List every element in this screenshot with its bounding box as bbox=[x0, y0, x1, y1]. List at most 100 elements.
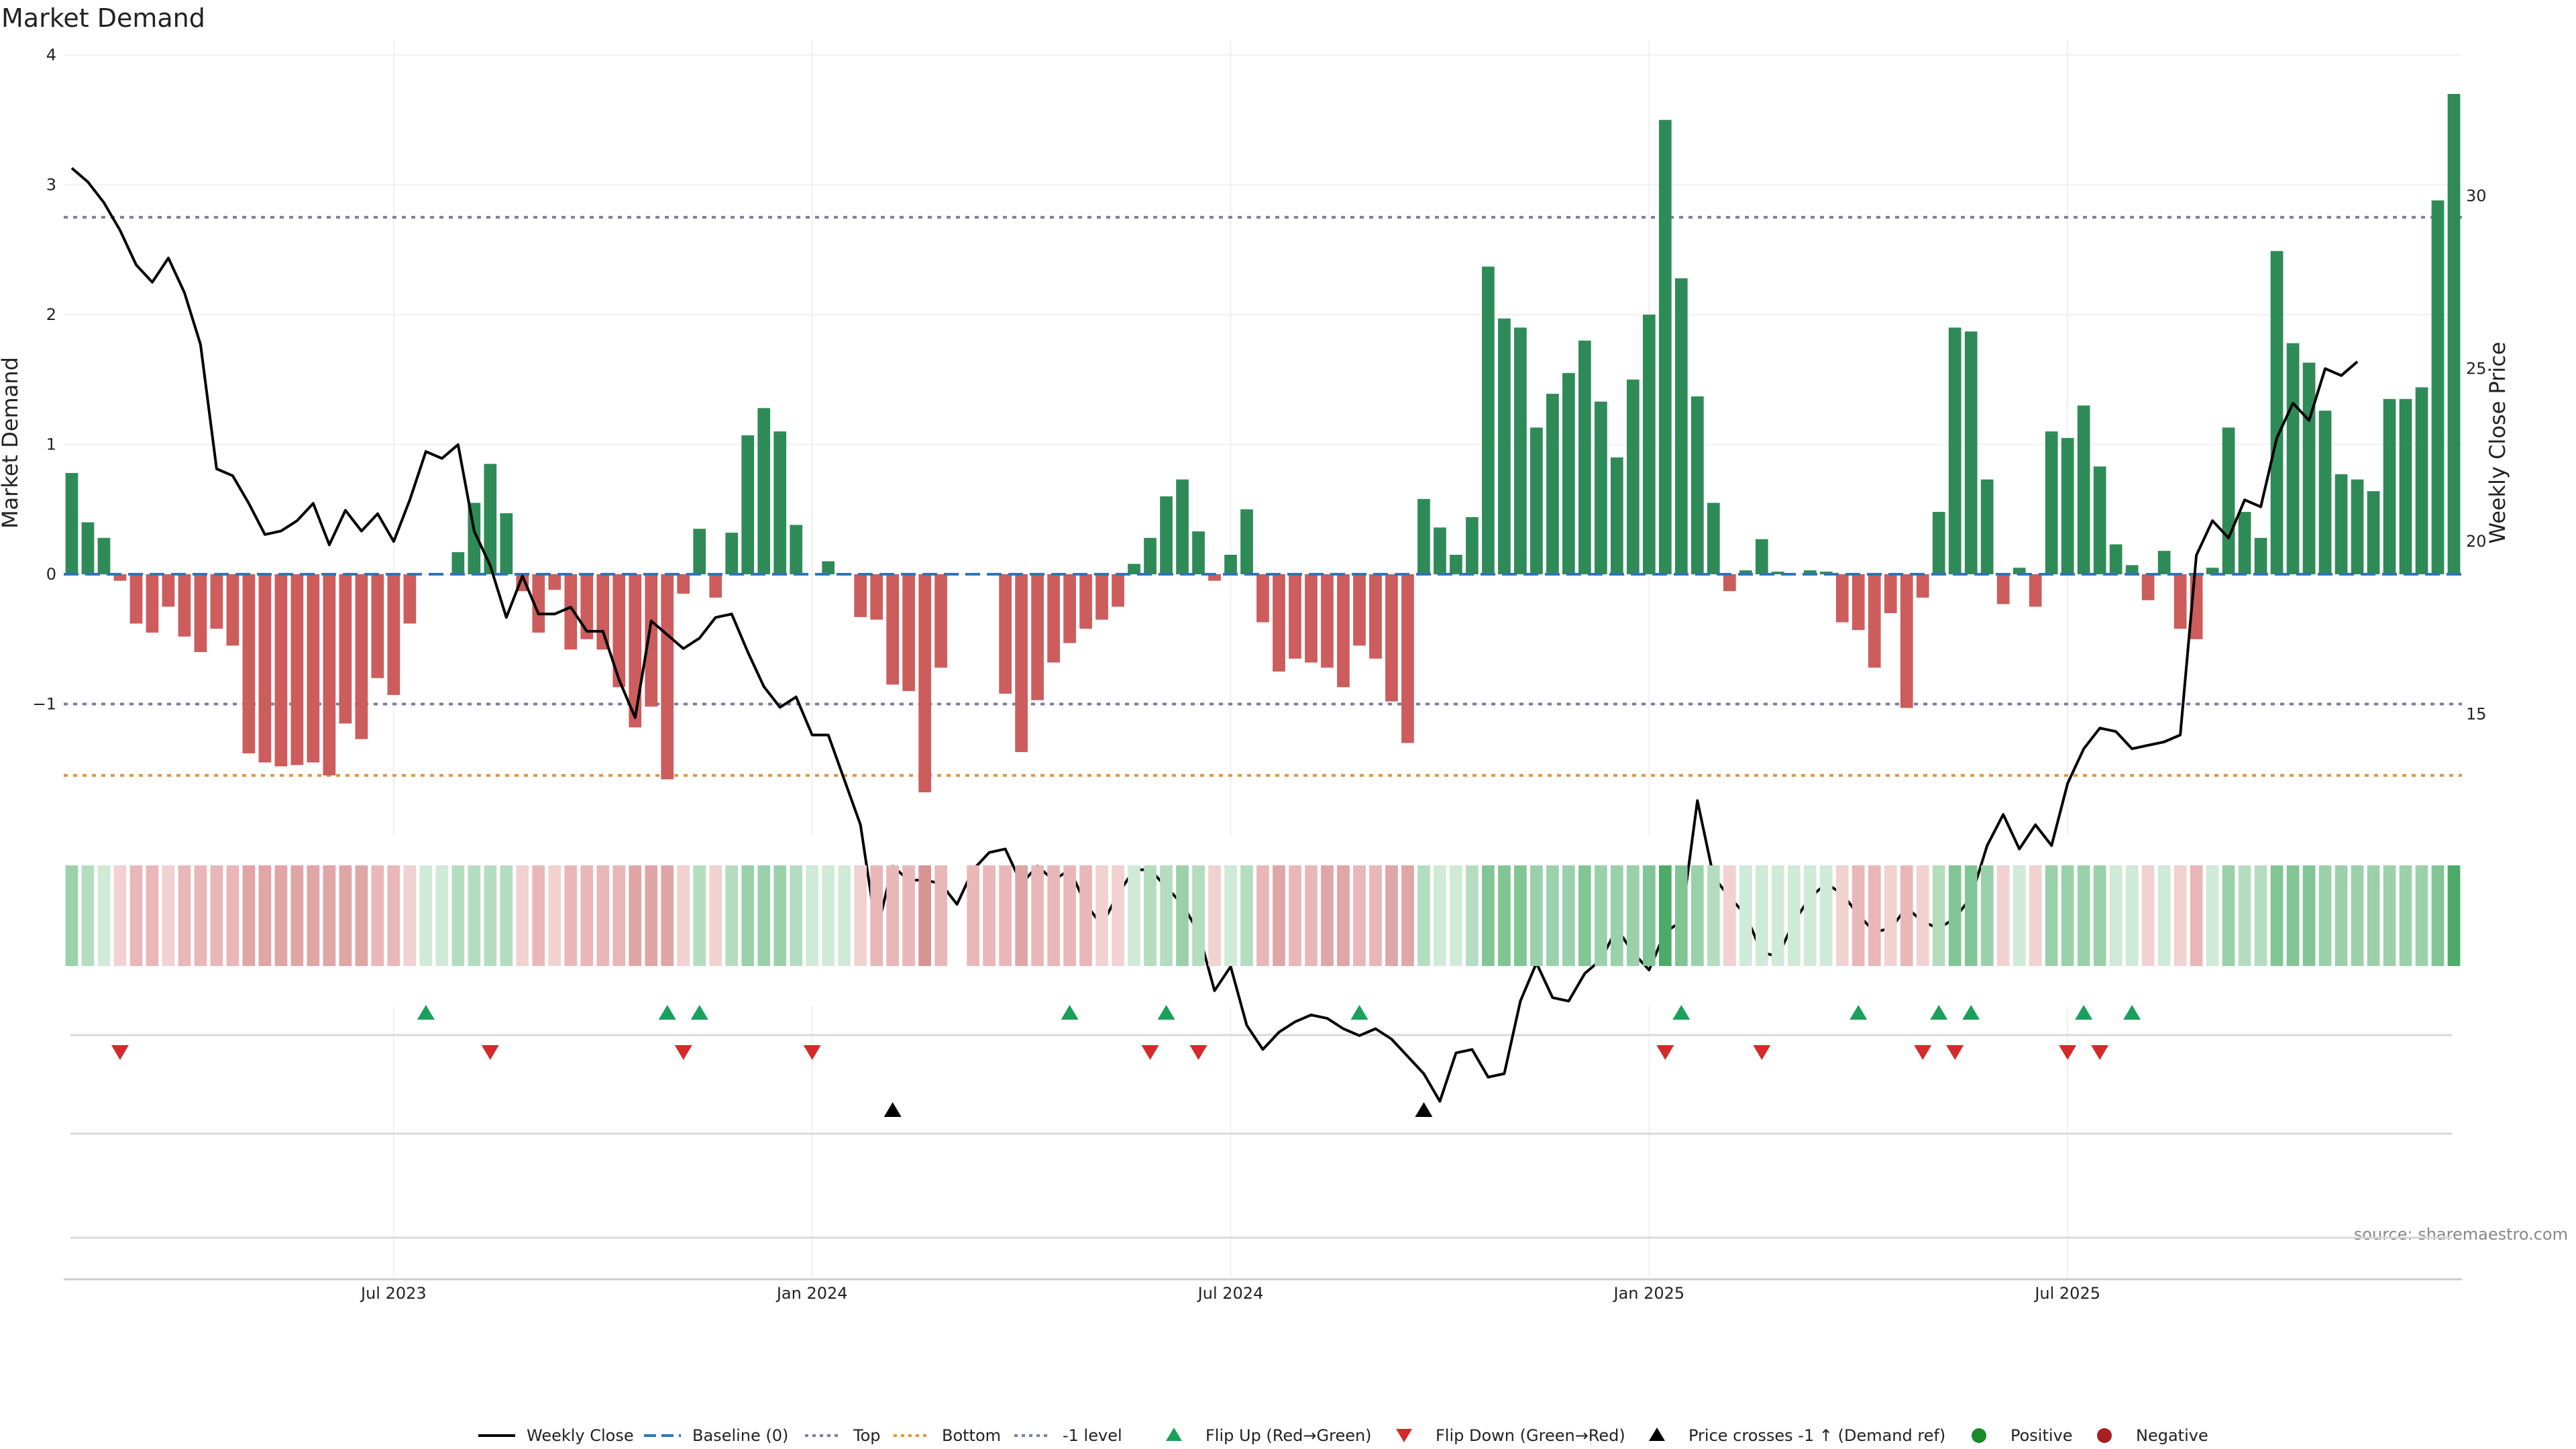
positive-bar bbox=[81, 522, 95, 574]
negative-bar bbox=[2029, 574, 2042, 607]
flip-down-marker bbox=[1946, 1045, 1964, 1060]
y2-tick-label: 25 bbox=[2466, 359, 2487, 378]
negative-bar bbox=[323, 574, 336, 775]
negative-bar bbox=[1369, 574, 1382, 659]
strip-cell bbox=[1466, 865, 1479, 966]
negative-bar bbox=[709, 574, 722, 598]
strip-cell bbox=[2045, 865, 2058, 966]
strip-cell bbox=[451, 865, 465, 966]
strip-cell bbox=[1530, 865, 1543, 966]
strip-cell bbox=[226, 865, 239, 966]
positive-bar bbox=[1450, 554, 1462, 574]
strip-cell bbox=[2351, 865, 2364, 966]
event-markers bbox=[111, 1005, 2141, 1117]
strip-cell bbox=[1690, 865, 1704, 966]
strip-cell bbox=[2238, 865, 2251, 966]
legend-swatch bbox=[2097, 1428, 2112, 1443]
positive-bar bbox=[2351, 479, 2364, 574]
negative-bar bbox=[258, 574, 272, 763]
strip-cell bbox=[2270, 865, 2284, 966]
strip-cell bbox=[2012, 865, 2026, 966]
strip-cell bbox=[403, 865, 417, 966]
strip-cell bbox=[1095, 865, 1108, 966]
flip-down-marker bbox=[1141, 1045, 1159, 1060]
flip-down-marker bbox=[1189, 1045, 1208, 1060]
positive-bar bbox=[2157, 551, 2171, 574]
strip-cell bbox=[387, 865, 400, 966]
strip-cell bbox=[1707, 865, 1720, 966]
strip-cell bbox=[2061, 865, 2074, 966]
strip-cell bbox=[532, 865, 545, 966]
strip-cell bbox=[564, 865, 578, 966]
positive-bar bbox=[1546, 394, 1559, 574]
strip-cell bbox=[725, 865, 739, 966]
strip-cell bbox=[1771, 865, 1784, 966]
strip-cell bbox=[1996, 865, 2010, 966]
strip-cell bbox=[1273, 865, 1285, 966]
y2-tick-label: 30 bbox=[2466, 186, 2487, 205]
strip-cell bbox=[2431, 865, 2445, 966]
positive-bar bbox=[2109, 544, 2123, 574]
legend-label: Price crosses -1 ↑ (Demand ref) bbox=[1688, 1426, 1945, 1445]
negative-bar bbox=[371, 574, 384, 678]
strip-cell bbox=[1224, 865, 1237, 966]
strip-cell bbox=[307, 865, 320, 966]
strip-cell bbox=[1803, 865, 1817, 966]
demand-color-strip bbox=[65, 865, 2461, 966]
negative-bar bbox=[918, 574, 931, 793]
positive-bar bbox=[2061, 437, 2074, 574]
positive-bar bbox=[1144, 537, 1157, 574]
positive-bar bbox=[1771, 572, 1784, 574]
strip-cell bbox=[2206, 865, 2219, 966]
y-tick-label: 2 bbox=[46, 305, 56, 324]
y-tick-label: 1 bbox=[46, 435, 56, 454]
positive-bar bbox=[757, 408, 771, 574]
negative-bar bbox=[854, 574, 867, 617]
strip-cell bbox=[2302, 865, 2316, 966]
strip-cell bbox=[1337, 865, 1350, 966]
negative-bar bbox=[564, 574, 578, 650]
strip-cell bbox=[838, 865, 851, 966]
negative-bar bbox=[1900, 574, 1913, 708]
strip-cell bbox=[967, 865, 979, 966]
strip-cell bbox=[2318, 865, 2332, 966]
strip-cell bbox=[612, 865, 626, 966]
strip-cell bbox=[1658, 865, 1672, 966]
legend-label: Top bbox=[853, 1426, 881, 1445]
strip-cell bbox=[2174, 865, 2187, 966]
negative-bar bbox=[403, 574, 417, 624]
strip-cell bbox=[1401, 865, 1414, 966]
strip-cell bbox=[1739, 865, 1752, 966]
strip-cell bbox=[97, 865, 111, 966]
price-cross-marker bbox=[1415, 1102, 1433, 1117]
strip-cell bbox=[709, 865, 722, 966]
positive-bar bbox=[1932, 512, 1945, 574]
strip-cell bbox=[1980, 865, 1994, 966]
negative-bar bbox=[645, 574, 658, 707]
strip-cell bbox=[1434, 865, 1446, 966]
positive-bar bbox=[484, 464, 497, 574]
strip-cell bbox=[1868, 865, 1881, 966]
y-tick-label: 3 bbox=[46, 176, 56, 195]
strip-cell bbox=[1514, 865, 1527, 966]
positive-bar bbox=[2286, 343, 2300, 574]
negative-bar bbox=[1031, 574, 1044, 700]
strip-cell bbox=[2383, 865, 2396, 966]
positive-bar bbox=[1739, 570, 1752, 574]
strip-cell bbox=[1208, 865, 1221, 966]
strip-cell bbox=[1128, 865, 1140, 966]
strip-cell bbox=[1450, 865, 1462, 966]
negative-bar bbox=[1015, 574, 1028, 753]
negative-bar bbox=[1835, 574, 1849, 623]
positive-bar bbox=[1192, 531, 1205, 574]
positive-bar bbox=[2093, 466, 2106, 574]
strip-cell bbox=[2125, 865, 2139, 966]
x-tick-label: Jul 2023 bbox=[360, 1284, 427, 1303]
strip-cell bbox=[741, 865, 755, 966]
strip-cell bbox=[1063, 865, 1076, 966]
negative-bar bbox=[1047, 574, 1060, 663]
negative-bar bbox=[1256, 574, 1269, 623]
strip-cell bbox=[629, 865, 642, 966]
strip-cell bbox=[1112, 865, 1124, 966]
